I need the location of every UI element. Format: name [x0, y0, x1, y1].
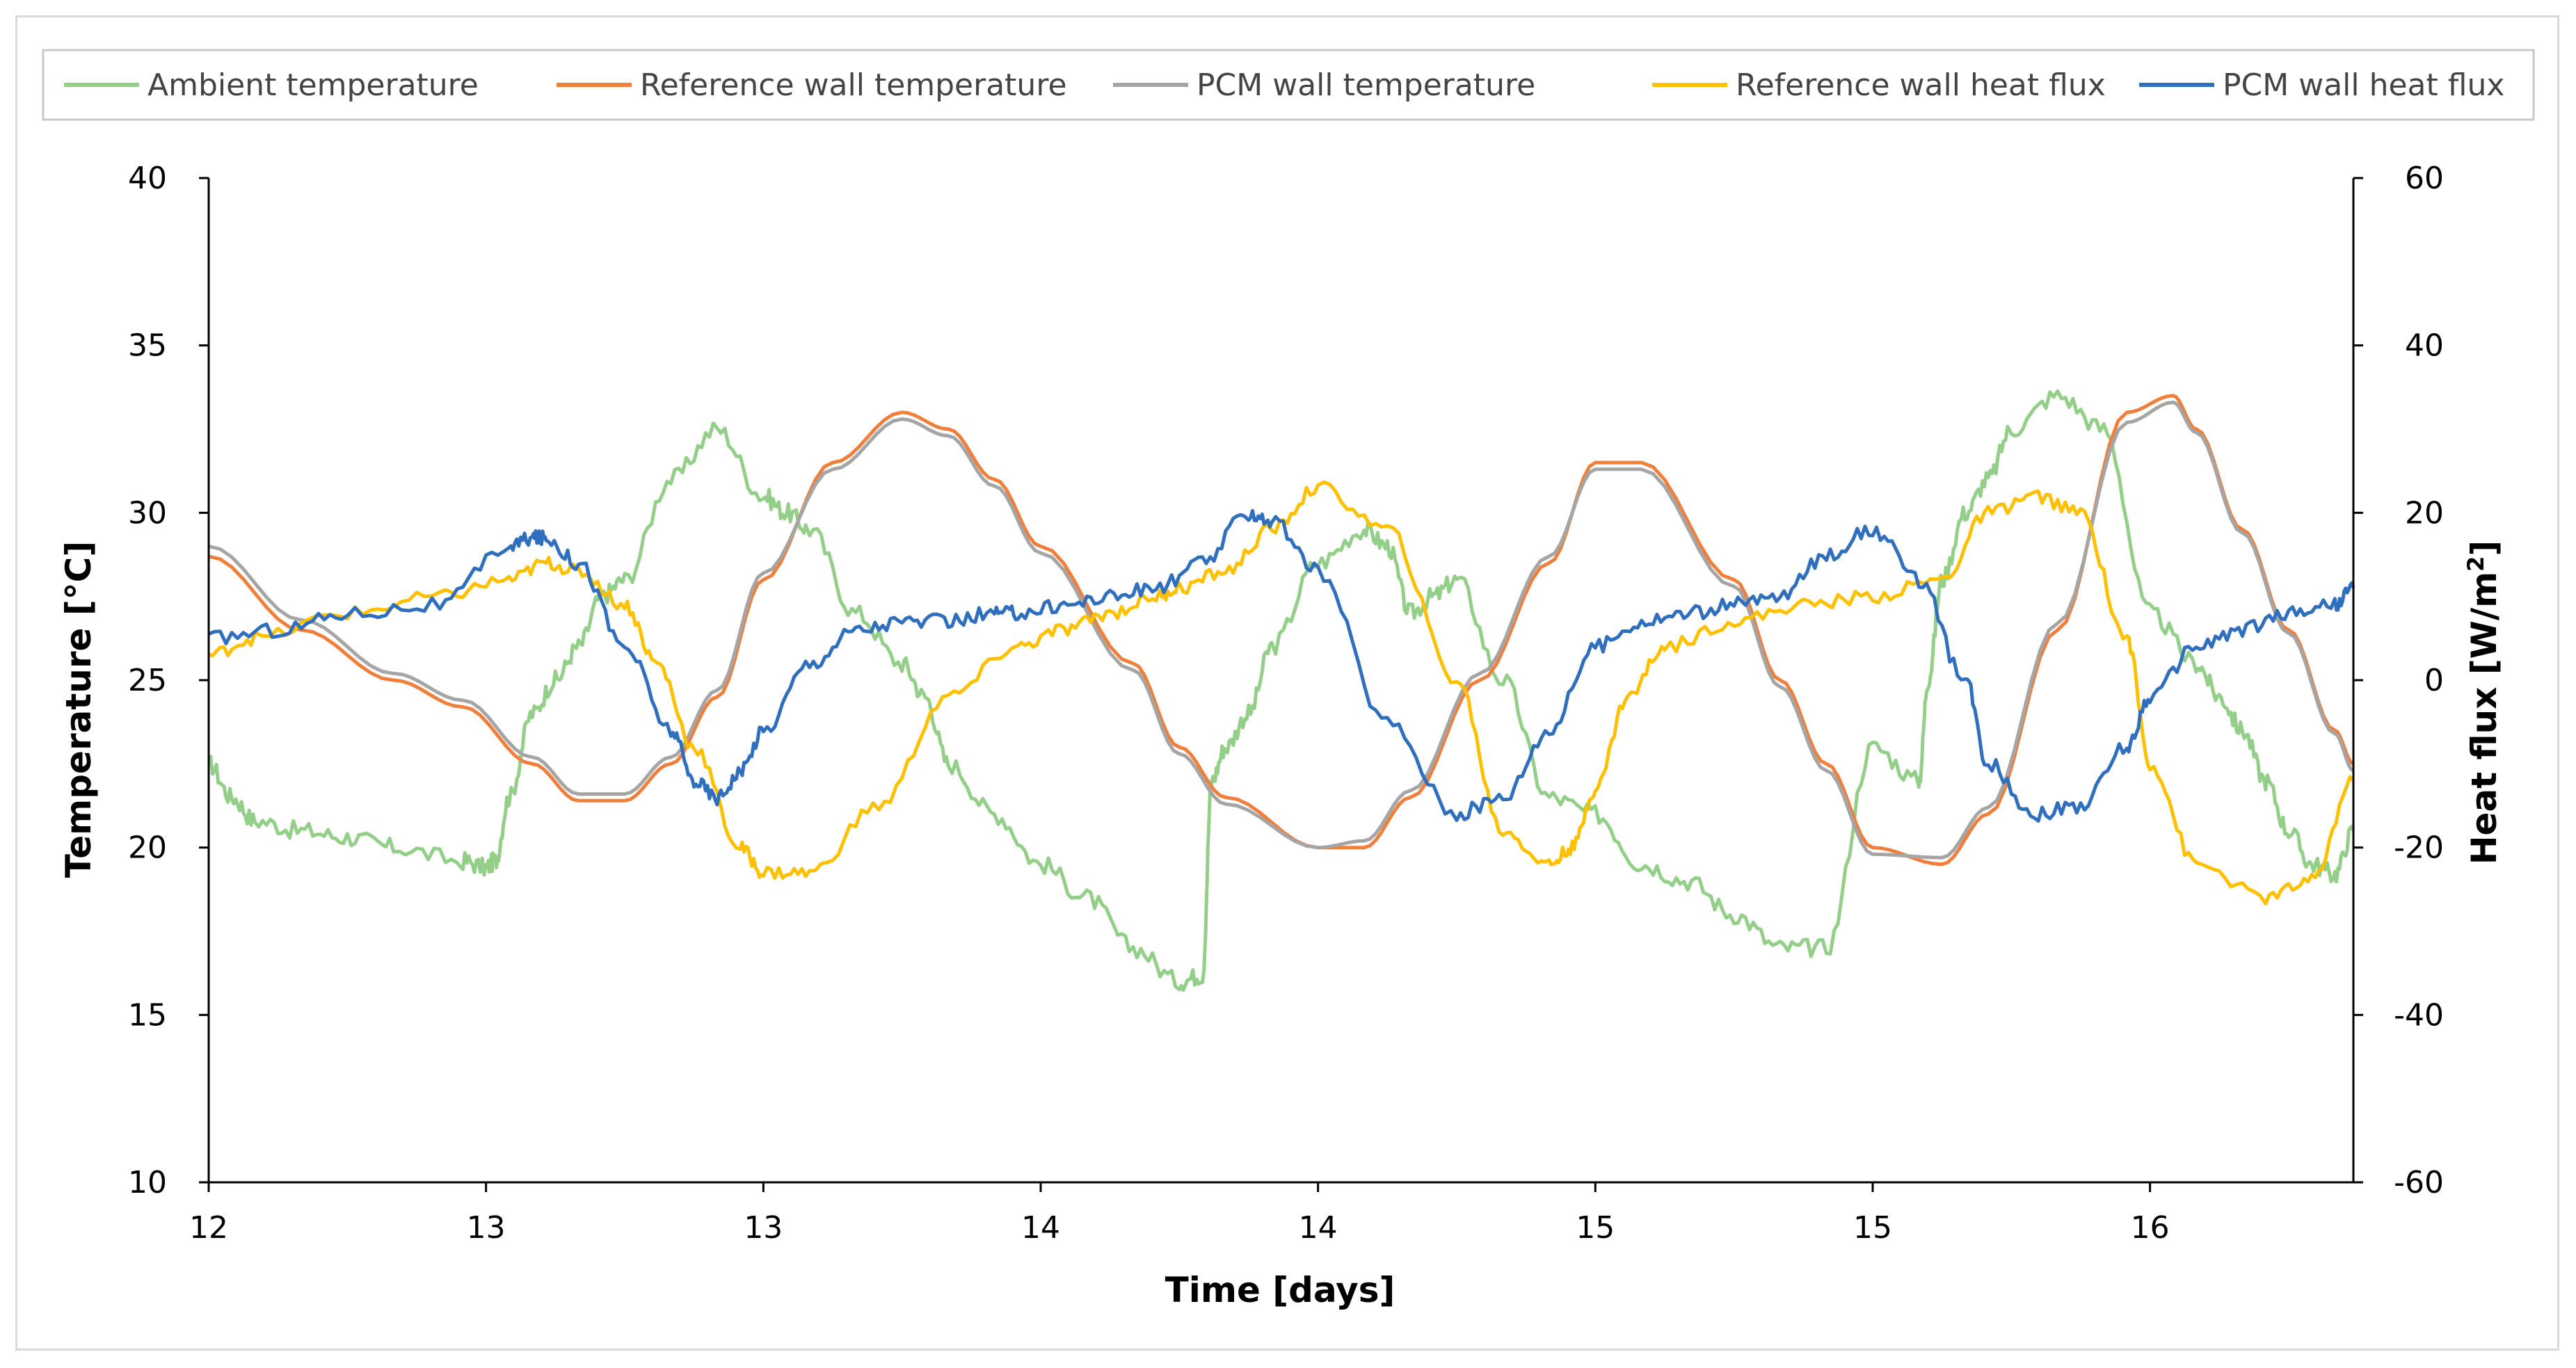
- axes: 10 15 20 25 30 35 40 -60 -40 -20 0 20 40 60 12 13 13 14 14…: [128, 161, 2444, 1246]
- x-tick-label: 12: [189, 1210, 228, 1246]
- y2-tick-label: -40: [2394, 997, 2444, 1033]
- series-line-pcm-wall-heat-flux: [208, 508, 2355, 823]
- series-layer: [208, 389, 2355, 992]
- y2-tick-label: 0: [2424, 663, 2444, 698]
- legend-entry-label: Reference wall heat flux: [1736, 67, 2106, 103]
- x-tick-label: 13: [467, 1210, 506, 1246]
- y2-tick-label: 60: [2405, 161, 2444, 196]
- y2-tick-label: 40: [2405, 328, 2444, 364]
- y-tick-label: 10: [128, 1165, 167, 1200]
- x-tick-label: 14: [1299, 1210, 1338, 1246]
- y2-tick-label: -20: [2394, 830, 2444, 866]
- legend-entry-label: PCM wall heat flux: [2223, 67, 2504, 103]
- legend-entry-label: Reference wall temperature: [640, 67, 1067, 103]
- series-line-ambient-temperature: [209, 389, 2355, 992]
- legend-box: [42, 49, 2535, 121]
- x-tick-label: 13: [744, 1210, 783, 1246]
- y-tick-label: 25: [128, 663, 167, 698]
- legend: Ambient temperature Reference wall temper…: [42, 49, 2535, 121]
- y-axis-title: Temperature [°C]: [58, 541, 99, 878]
- y2-tick-label: 20: [2405, 495, 2444, 531]
- y-tick-label: 15: [128, 997, 167, 1033]
- y2-tick-label: -60: [2394, 1165, 2444, 1200]
- y-tick-label: 40: [128, 161, 167, 196]
- y-tick-label: 35: [128, 328, 167, 364]
- y-tick-label: 20: [128, 830, 167, 866]
- x-tick-label: 15: [1853, 1210, 1892, 1246]
- x-tick-label: 16: [2131, 1210, 2170, 1246]
- x-tick-label: 15: [1576, 1210, 1615, 1246]
- x-axis-title: Time [days]: [1165, 1270, 1395, 1310]
- series-line-reference-wall-heat-flux: [208, 480, 2355, 906]
- legend-entry-label: Ambient temperature: [147, 67, 479, 103]
- y2-axis-title: Heat flux [W/m2]: [2463, 540, 2504, 865]
- y-tick-label: 30: [128, 495, 167, 531]
- x-tick-label: 14: [1021, 1210, 1060, 1246]
- legend-entry-label: PCM wall temperature: [1197, 67, 1535, 103]
- series-line-pcm-wall-temperature: [208, 401, 2355, 860]
